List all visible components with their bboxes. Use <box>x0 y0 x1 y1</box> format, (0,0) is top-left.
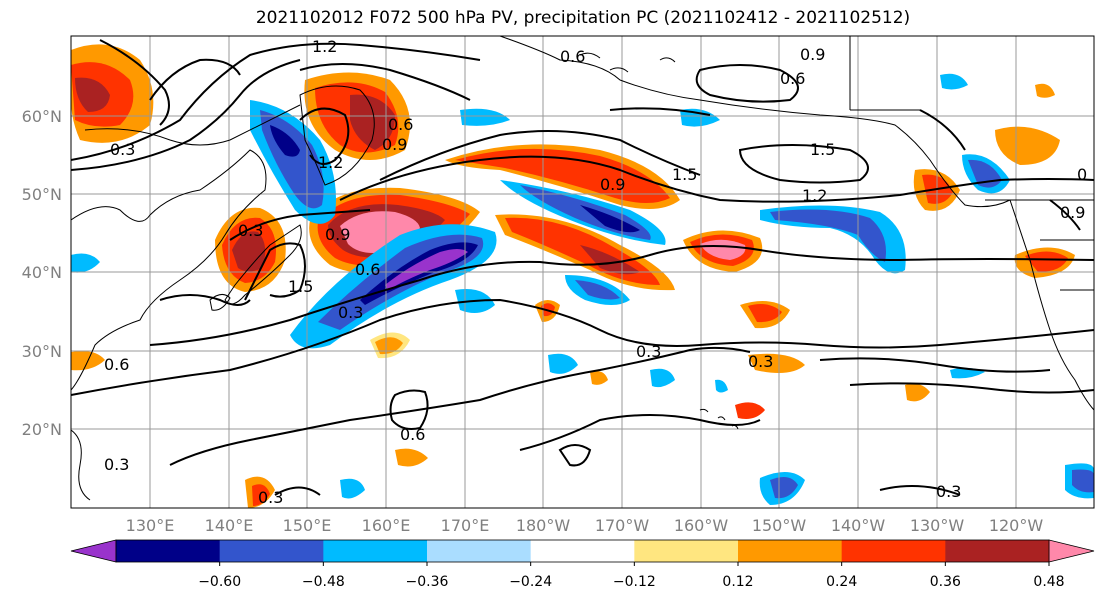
contour-label: 0.9 <box>325 225 350 244</box>
contour-label: 0.6 <box>780 69 805 88</box>
contour-label: 0.3 <box>104 455 129 474</box>
lat-label: 60°N <box>22 107 62 126</box>
lon-labels: 130°E 140°E 150°E 160°E 170°E 180°W 170°… <box>126 516 1044 535</box>
lon-label: 150°W <box>752 516 807 535</box>
lat-labels: 60°N 50°N 40°N 30°N 20°N <box>22 107 62 439</box>
contour-label: 0.3 <box>936 482 961 501</box>
colorbar-frame <box>115 539 1050 563</box>
colorbar: −0.60 −0.48 −0.36 −0.24 −0.12 0.12 0.24 0.36 0.4… <box>70 539 1095 590</box>
lon-label: 160°W <box>674 516 729 535</box>
colorbar-tick-label: −0.24 <box>509 574 552 590</box>
contour-label: 0.9 <box>382 135 407 154</box>
contour-label: 1.5 <box>810 140 835 159</box>
contour-label: 0.9 <box>600 175 625 194</box>
contour-label: 0.6 <box>355 260 380 279</box>
colorbar-segment <box>323 540 428 562</box>
lon-label: 140°E <box>205 516 254 535</box>
colorbar-extend-max <box>1048 539 1095 563</box>
colorbar-tick-label: −0.60 <box>198 574 241 590</box>
lat-label: 30°N <box>22 342 62 361</box>
lon-label: 170°W <box>595 516 650 535</box>
lon-label: 120°W <box>989 516 1044 535</box>
contour-label: 0.3 <box>258 488 283 507</box>
colorbar-tick-label: 0.24 <box>826 574 857 590</box>
colorbar-segment <box>738 540 843 562</box>
lon-label: 170°E <box>441 516 490 535</box>
contour-label: 1.2 <box>318 153 343 172</box>
map-title: 2021102012 F072 500 hPa PV, precipitatio… <box>255 8 911 28</box>
contour-label: 0.3 <box>636 342 661 361</box>
coastlines <box>71 36 1094 501</box>
contour-labels: 1.2 0.6 0.9 0.6 0.3 1.2 0.9 1.5 0.9 1.5 … <box>104 37 1087 507</box>
colorbar-extend-min <box>70 539 117 563</box>
colorbar-segment <box>634 540 739 562</box>
plot-frame <box>70 35 1095 509</box>
lat-label: 20°N <box>22 420 62 439</box>
contour-label: 1.5 <box>672 165 697 184</box>
colorbar-tick-label: 0.12 <box>722 574 753 590</box>
contour-label: 0.9 <box>1060 203 1085 222</box>
lat-label: 50°N <box>22 185 62 204</box>
colorbar-tick-label: −0.48 <box>302 574 345 590</box>
contour-label: 0.3 <box>110 140 135 159</box>
lon-label: 160°E <box>362 516 411 535</box>
colorbar-tick-label: 0.36 <box>930 574 961 590</box>
colorbar-tick-label: −0.12 <box>613 574 656 590</box>
contour-label: 0.3 <box>338 303 363 322</box>
colorbar-tick-label: −0.36 <box>406 574 449 590</box>
contour-label: 0.3 <box>238 221 263 240</box>
contour-label: 1.2 <box>802 186 827 205</box>
colorbar-segment <box>841 540 946 562</box>
pv-contours <box>71 39 1094 496</box>
contour-label: 0.6 <box>388 115 413 134</box>
colorbar-segment <box>219 540 324 562</box>
contour-label: 0.9 <box>800 45 825 64</box>
lon-label: 130°W <box>910 516 965 535</box>
contour-label: 0.6 <box>400 425 425 444</box>
contour-label: 0.6 <box>104 355 129 374</box>
contour-label: 0.6 <box>560 47 585 66</box>
contour-label: 0.3 <box>748 352 773 371</box>
colorbar-segment <box>427 540 532 562</box>
contour-label: 1.2 <box>312 37 337 56</box>
lat-label: 40°N <box>22 263 62 282</box>
contour-label: 1.5 <box>288 277 313 296</box>
lon-label: 180°W <box>516 516 571 535</box>
colorbar-segment <box>530 540 635 562</box>
lon-label: 150°E <box>283 516 332 535</box>
contour-label: 0 <box>1077 165 1087 184</box>
colorbar-tick-label: 0.48 <box>1033 574 1064 590</box>
lon-label: 130°E <box>126 516 175 535</box>
colorbar-segment <box>116 540 221 562</box>
colorbar-segment <box>945 540 1050 562</box>
lon-label: 140°W <box>831 516 886 535</box>
